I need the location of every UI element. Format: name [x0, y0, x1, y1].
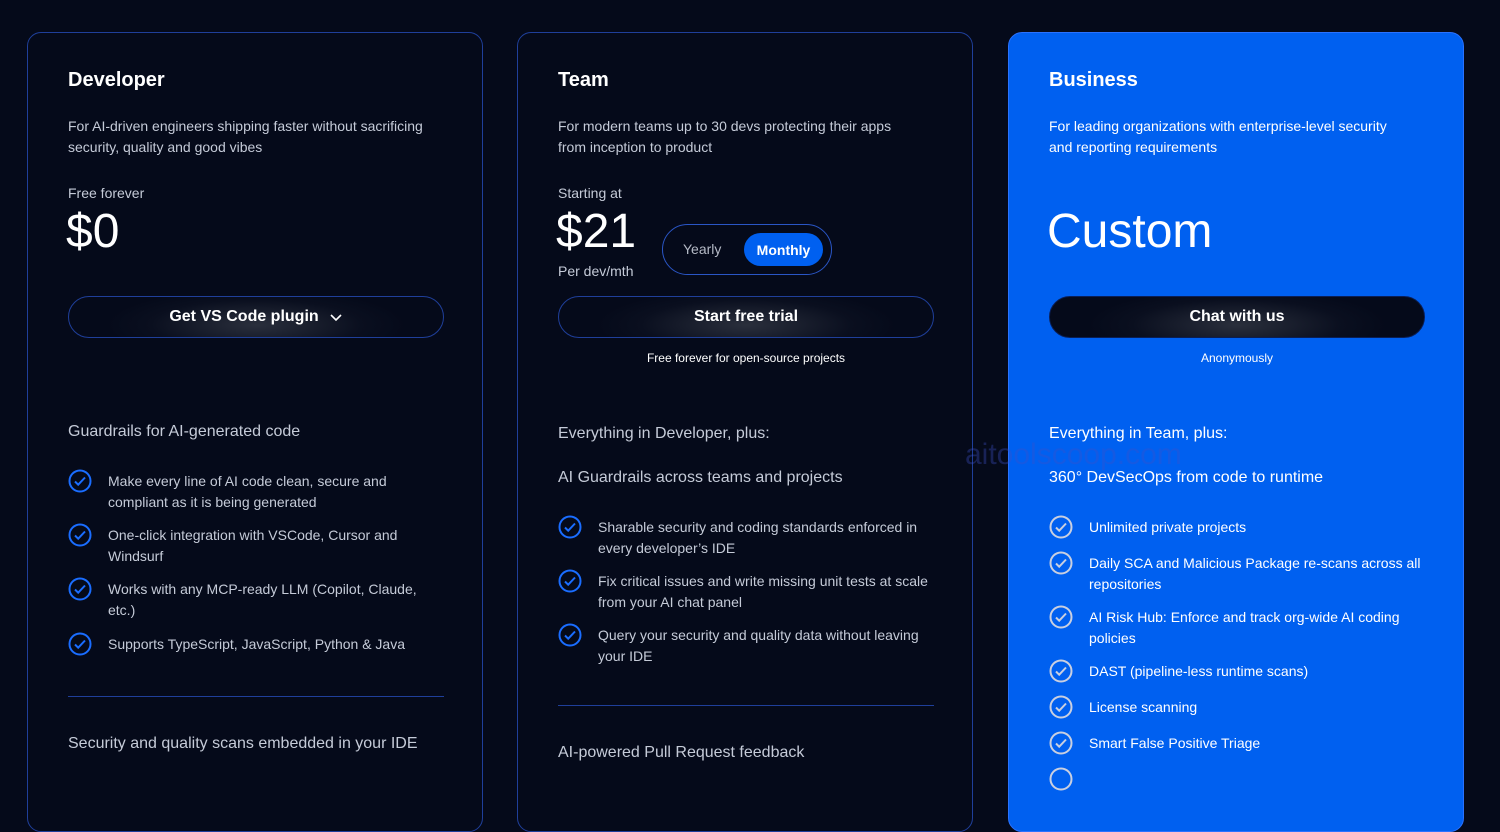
feature-item: Smart False Positive Triage — [1049, 731, 1425, 755]
button-label: Start free trial — [693, 308, 799, 325]
check-circle-icon — [68, 469, 92, 493]
check-circle-icon — [558, 569, 582, 593]
feature-item: Works with any MCP-ready LLM (Copilot, C… — [68, 577, 444, 621]
billing-toggle[interactable]: Yearly Monthly — [662, 224, 832, 275]
feature-item: AI Risk Hub: Enforce and track org-wide … — [1049, 605, 1425, 649]
feature-item: License scanning — [1049, 695, 1425, 719]
check-circle-icon — [1049, 551, 1073, 575]
check-circle-icon — [68, 523, 92, 547]
section-heading: AI-powered Pull Request feedback — [558, 744, 805, 761]
feature-item: Fix critical issues and write missing un… — [558, 569, 934, 613]
price-label: Free forever — [68, 185, 145, 201]
check-circle-icon — [1049, 695, 1073, 719]
feature-item: One-click integration with VSCode, Curso… — [68, 523, 444, 567]
divider — [68, 696, 444, 697]
chevron-down-icon — [330, 314, 342, 322]
check-circle-icon — [1049, 659, 1073, 683]
plan-description: For leading organizations with enterpris… — [1049, 118, 1387, 155]
start-free-trial-button[interactable]: Start free trial — [558, 296, 934, 338]
feature-item: Make every line of AI code clean, secure… — [68, 469, 444, 513]
check-circle-icon — [558, 515, 582, 539]
cta-note: Anonymously — [1200, 351, 1274, 365]
feature-item: Unlimited private projects — [1049, 515, 1425, 539]
price-unit: Per dev/mth — [558, 263, 634, 279]
section-heading: Guardrails for AI-generated code — [68, 423, 301, 440]
check-circle-icon — [558, 623, 582, 647]
check-circle-icon — [1049, 767, 1073, 791]
plan-card-business: Business For leading organizations with … — [1008, 32, 1464, 832]
get-vscode-plugin-button[interactable]: Get VS Code plugin — [68, 296, 444, 338]
toggle-yearly[interactable]: Yearly — [683, 241, 722, 257]
section-heading: AI Guardrails across teams and projects — [558, 469, 843, 486]
price: Custom — [1047, 205, 1213, 258]
check-circle-icon — [1049, 605, 1073, 629]
check-circle-icon — [1049, 515, 1073, 539]
feature-item: Daily SCA and Malicious Package re-scans… — [1049, 551, 1425, 595]
price: $0 — [66, 205, 120, 258]
section-heading: 360° DevSecOps from code to runtime — [1049, 469, 1324, 486]
feature-item-partial — [1049, 767, 1425, 791]
price: $21 — [556, 205, 637, 258]
cta-note: Free forever for open-source projects — [646, 351, 846, 365]
chat-with-us-button[interactable]: Chat with us — [1049, 296, 1425, 338]
toggle-monthly[interactable]: Monthly — [744, 233, 823, 266]
plan-title: Business — [1049, 69, 1138, 91]
button-label: Chat with us — [1189, 308, 1285, 325]
plan-card-team: Team For modern teams up to 30 devs prot… — [517, 32, 973, 832]
feature-item: DAST (pipeline-less runtime scans) — [1049, 659, 1425, 683]
button-label: Get VS Code plugin — [169, 308, 319, 325]
divider — [558, 705, 934, 706]
plan-card-developer: Developer For AI-driven engineers shippi… — [27, 32, 483, 832]
plan-description: For AI-driven engineers shipping faster … — [68, 118, 423, 155]
check-circle-icon — [68, 632, 92, 656]
plan-description: For modern teams up to 30 devs protectin… — [558, 118, 892, 155]
plan-title: Team — [558, 69, 609, 91]
plan-title: Developer — [68, 69, 165, 91]
feature-item: Sharable security and coding standards e… — [558, 515, 934, 559]
intro-heading: Everything in Developer, plus: — [558, 425, 770, 442]
check-circle-icon — [1049, 731, 1073, 755]
section-heading: Security and quality scans embedded in y… — [68, 735, 418, 752]
intro-heading: Everything in Team, plus: — [1049, 425, 1228, 442]
feature-item: Supports TypeScript, JavaScript, Python … — [68, 632, 444, 656]
feature-item: Query your security and quality data wit… — [558, 623, 934, 667]
price-label: Starting at — [558, 185, 622, 201]
check-circle-icon — [68, 577, 92, 601]
